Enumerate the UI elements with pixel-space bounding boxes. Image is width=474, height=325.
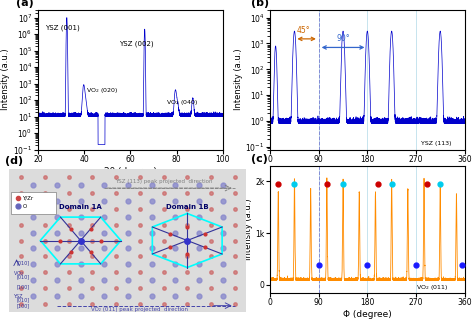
Text: VO$_2$ (011): VO$_2$ (011) [416, 283, 448, 292]
Text: YSZ (113) peak projected  direction: YSZ (113) peak projected direction [115, 179, 212, 184]
Text: (a): (a) [16, 0, 34, 8]
X-axis label: Φ (degree): Φ (degree) [343, 167, 392, 176]
X-axis label: 2θ (degree): 2θ (degree) [104, 167, 157, 176]
Text: VO₂ (011) peak projected  direction: VO₂ (011) peak projected direction [91, 307, 188, 312]
Text: [010]: [010] [17, 297, 30, 302]
FancyBboxPatch shape [10, 192, 56, 214]
Text: [010]: [010] [17, 275, 30, 280]
Text: (c): (c) [251, 154, 268, 164]
Text: 45°: 45° [297, 26, 310, 35]
Text: [010]: [010] [17, 260, 30, 265]
Y-axis label: Intensity (a.u.): Intensity (a.u.) [234, 49, 243, 110]
Text: [100]: [100] [17, 303, 30, 308]
Text: Y/Zr: Y/Zr [23, 196, 34, 201]
Text: 90°: 90° [336, 34, 350, 43]
Text: YSZ: YSZ [13, 294, 23, 299]
Text: VO$_2$: VO$_2$ [13, 269, 24, 278]
X-axis label: Φ (degree): Φ (degree) [343, 310, 392, 319]
Text: VO$_2$ (020): VO$_2$ (020) [86, 86, 119, 95]
Text: VO$_2$ (040): VO$_2$ (040) [166, 98, 199, 107]
Text: [100]: [100] [17, 284, 30, 289]
Text: O: O [23, 204, 27, 209]
Text: YSZ (002): YSZ (002) [119, 41, 154, 47]
Text: YSZ (113): YSZ (113) [421, 141, 452, 146]
FancyBboxPatch shape [9, 169, 246, 312]
Text: Domain 1B: Domain 1B [166, 204, 209, 210]
Y-axis label: Intensity (a.u.): Intensity (a.u.) [244, 198, 253, 260]
Text: Domain 1A: Domain 1A [59, 204, 102, 210]
Y-axis label: Intensity (a.u.): Intensity (a.u.) [1, 49, 10, 110]
Text: (d): (d) [5, 156, 23, 166]
Text: (b): (b) [251, 0, 269, 8]
Text: YSZ (001): YSZ (001) [45, 24, 80, 31]
